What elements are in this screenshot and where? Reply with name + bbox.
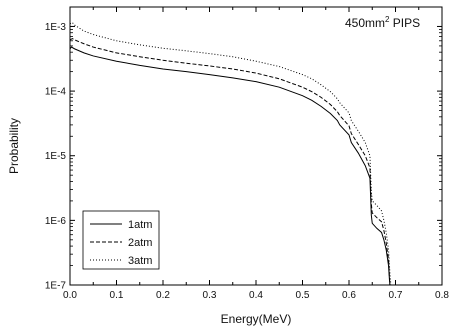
legend-box [82, 210, 160, 270]
annotation-suffix: PIPS [389, 16, 420, 30]
chart-annotation: 450mm2 PIPS [345, 15, 420, 30]
y-tick-label: 1E-7 [45, 281, 67, 292]
x-tick-label: 0.4 [249, 290, 263, 301]
series-layer [69, 21, 392, 286]
x-axis-title: Energy(MeV) [221, 312, 292, 326]
x-tick-label: 0.5 [296, 290, 310, 301]
series-line-2atm [69, 37, 391, 286]
x-tick-label: 0.6 [342, 290, 356, 301]
annotation-main: 450mm [345, 16, 385, 30]
x-tick-label: 0.2 [156, 290, 170, 301]
x-tick-label: 0.3 [203, 290, 217, 301]
x-tick-label: 0.1 [110, 290, 124, 301]
legend-label-1atm: 1atm [128, 219, 152, 231]
x-tick-label: 0.7 [389, 290, 403, 301]
x-tick-label: 0.0 [63, 290, 77, 301]
ticks-layer: 0.0 0.1 0.2 0.3 0.4 0.5 0.6 0.7 0.8 1E-7 1E-6 1E-5 1… [45, 7, 449, 301]
legend-label-3atm: 3atm [128, 255, 152, 267]
y-axis-title: Probability [7, 118, 21, 174]
x-tick-label: 0.8 [435, 290, 449, 301]
y-tick-label: 1E-4 [45, 87, 67, 98]
series-line-1atm [69, 46, 391, 286]
y-tick-label: 1E-5 [45, 151, 67, 162]
legend-label-2atm: 2atm [128, 237, 152, 249]
y-tick-label: 1E-6 [45, 216, 67, 227]
series-line-3atm [69, 21, 392, 286]
annotation-superscript: 2 [385, 15, 390, 24]
y-tick-label: 1E-3 [45, 22, 67, 33]
legend: 1atm 2atm 3atm [82, 210, 160, 270]
